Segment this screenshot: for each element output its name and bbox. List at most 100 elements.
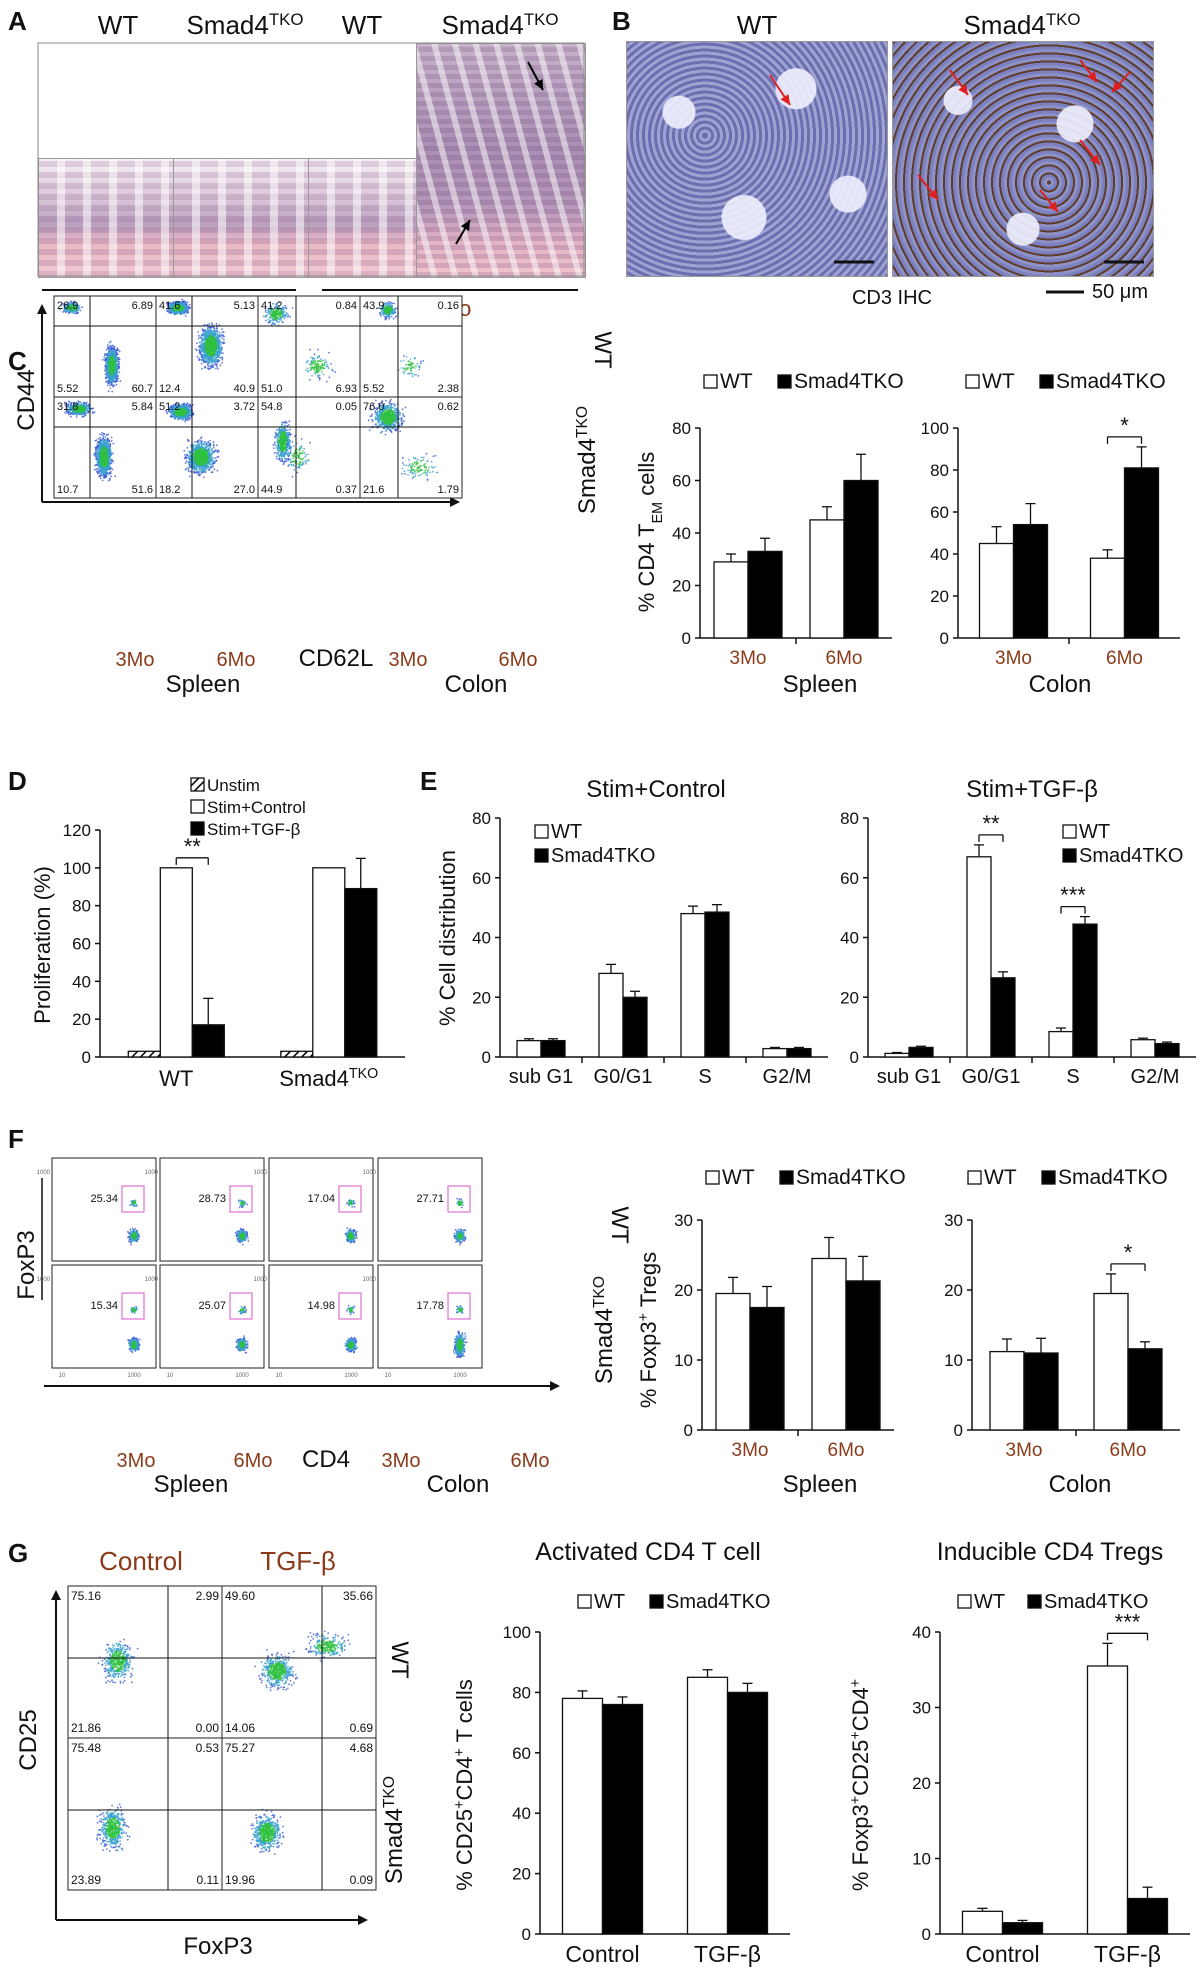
flow-dot — [111, 347, 113, 349]
flow-dot — [328, 376, 331, 379]
flow-dot — [404, 369, 407, 372]
flow-dot — [112, 385, 115, 388]
flow-dot — [68, 311, 70, 314]
flow-dot — [318, 377, 321, 380]
flow-dot — [180, 313, 182, 315]
red-arrow-icon-head — [1048, 201, 1058, 212]
flow-dot — [214, 337, 216, 340]
flow-dot — [264, 319, 267, 322]
flow-dot — [118, 360, 120, 363]
flow-dot — [198, 341, 201, 344]
flow-dot — [420, 360, 422, 363]
flow-dot — [279, 319, 282, 321]
flow-dot — [411, 375, 414, 378]
flow-dot — [212, 326, 215, 329]
flow-dot — [107, 473, 110, 476]
flow-dot — [274, 323, 276, 326]
histology-tko-3mo — [173, 158, 310, 278]
flow-dot — [109, 347, 111, 350]
flow-dot — [107, 344, 109, 346]
flow-dot — [75, 416, 78, 418]
flow-dot — [207, 326, 209, 329]
flow-dot — [79, 309, 82, 312]
flow-dot — [214, 342, 217, 344]
flow-dot — [200, 337, 203, 339]
histology-wt-3mo — [38, 158, 175, 278]
flow-dot — [168, 312, 170, 314]
flow-dot — [209, 356, 212, 359]
flow-dot — [108, 368, 111, 371]
flow-dot — [217, 355, 220, 358]
flow-quadrant-value: 5.13 — [234, 300, 255, 312]
flow-dot — [387, 300, 390, 303]
flow-dot — [405, 363, 407, 366]
flow-dot — [324, 359, 326, 361]
flow-dot — [216, 350, 219, 353]
flow-dot — [210, 322, 213, 325]
flow-dot — [272, 315, 275, 318]
flow-dot — [119, 380, 122, 383]
flow-dot — [282, 315, 285, 317]
flow-dot — [311, 357, 314, 359]
flow-dot — [78, 412, 80, 415]
flow-dot — [201, 338, 203, 341]
flow-quadrant-value: 0.84 — [336, 300, 357, 312]
flow-dot — [107, 352, 110, 355]
flow-dot — [385, 317, 388, 320]
flow-dot — [319, 360, 321, 363]
flow-dot — [219, 356, 222, 359]
flow-dot — [205, 333, 208, 336]
flow-dot — [196, 342, 198, 345]
flow-dot — [267, 318, 270, 321]
flow-dot — [83, 414, 86, 417]
flow-dot — [315, 369, 318, 371]
flow-dot — [207, 342, 209, 345]
flow-dot — [307, 359, 309, 362]
flow-dot — [203, 343, 206, 346]
flow-dot — [114, 359, 117, 362]
flow-dot — [183, 306, 186, 309]
flow-dot — [216, 353, 218, 356]
flow-dot — [272, 323, 274, 325]
flow-dot — [206, 330, 209, 333]
flow-dot — [287, 316, 289, 318]
flow-dot — [384, 304, 387, 306]
flow-dot — [113, 377, 116, 380]
flow-dot — [405, 356, 408, 358]
flow-dot — [104, 352, 106, 355]
flow-dot — [325, 380, 328, 383]
flow-dot — [115, 383, 118, 386]
flow-dot — [97, 437, 100, 440]
flow-dot — [194, 348, 197, 350]
flow-dot — [263, 315, 265, 318]
flow-dot — [85, 412, 87, 415]
flow-dot — [219, 364, 222, 367]
flow-dot — [413, 367, 416, 369]
flow-dot — [313, 353, 316, 356]
flow-dot — [220, 343, 222, 346]
flow-dot — [391, 302, 394, 305]
flow-dot — [214, 344, 216, 346]
flow-dot — [275, 317, 277, 319]
flow-dot — [212, 331, 215, 334]
flow-dot — [279, 314, 282, 316]
flow-dot — [105, 367, 108, 370]
flow-quadrant-value: 26.9 — [57, 300, 78, 312]
flow-dot — [310, 356, 312, 359]
flow-dot — [111, 361, 113, 363]
flow-dot — [270, 314, 273, 317]
flow-dot — [107, 390, 110, 393]
flow-dot — [109, 384, 111, 386]
flow-dot — [416, 363, 419, 365]
flow-dot — [182, 307, 184, 309]
flow-dot — [284, 304, 286, 307]
flow-dot — [109, 373, 111, 376]
flow-dot — [101, 431, 103, 434]
panel-letter-f: F — [8, 1124, 24, 1154]
flow-dot — [216, 363, 219, 366]
flow-dot — [104, 364, 107, 367]
flow-dot — [285, 306, 287, 309]
flow-dot — [391, 311, 394, 314]
flow-dot — [87, 405, 90, 408]
flow-dot — [310, 360, 313, 363]
